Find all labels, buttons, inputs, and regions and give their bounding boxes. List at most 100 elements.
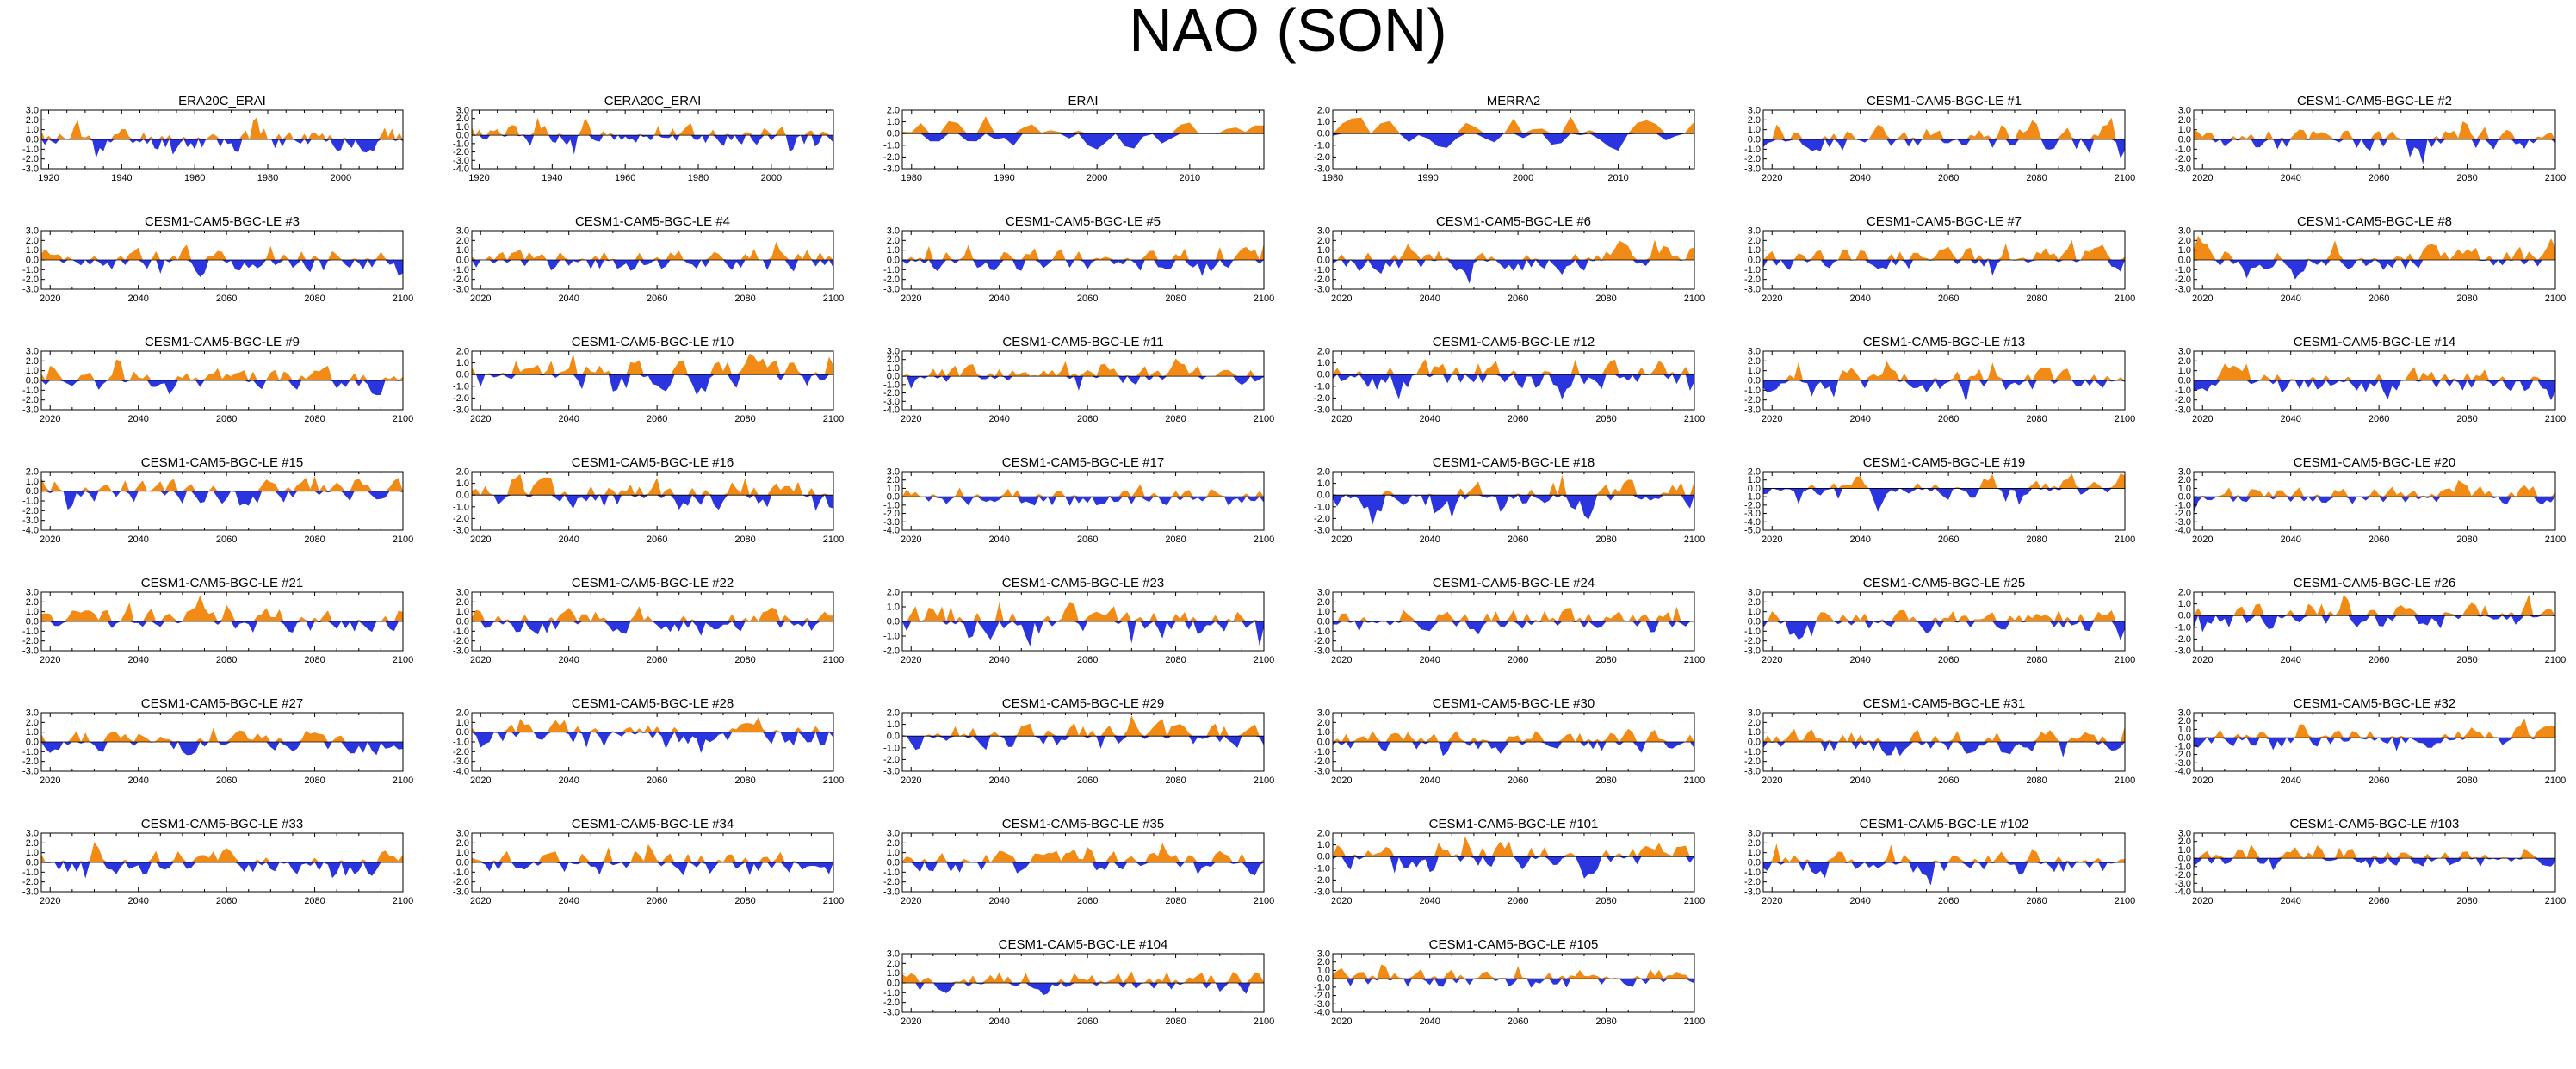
x-tick-label: 2060 [1508,294,1528,304]
positive-area [1333,964,1694,979]
y-tick-label: 0.0 [1317,852,1330,862]
plot-frame [2193,471,2556,531]
negative-area [41,621,403,633]
x-tick-label: 1940 [111,173,132,183]
positive-area [1763,473,2125,489]
x-tick-label: 2100 [2545,414,2566,424]
x-tick-label: 2040 [558,534,579,545]
y-tick-label: -3.0 [22,405,39,416]
y-tick-label: -3.0 [883,887,900,898]
x-tick-label: 2100 [2545,896,2566,906]
y-tick-label: -3.0 [1744,509,1761,519]
y-tick-label: -2.0 [22,395,39,405]
y-tick-label: 0.0 [887,732,900,742]
y-tick-label: 2.0 [26,467,39,478]
y-tick-label: 3.0 [887,347,900,357]
x-tick-label: 2100 [823,655,844,665]
positive-area [2194,594,2555,616]
negative-area [41,742,403,756]
y-tick-label: 3.0 [2178,708,2191,719]
y-tick-label: 3.0 [1317,708,1330,719]
y-tick-label: 1.0 [1748,125,1761,135]
chart-panel: CESM1-CAM5-BGC-LE #35 3.0 2.0 1.0 0.0 -1.0 -2.… [868,818,1281,911]
y-tick-label: -1.0 [883,868,900,878]
positive-area [41,117,403,139]
y-tick-label: 3.0 [1748,226,1761,237]
chart-panel: CESM1-CAM5-BGC-LE #5 3.0 2.0 1.0 0.0 -1.0 -2.0… [868,215,1281,308]
y-tick-label: 2.0 [2178,115,2191,126]
panel-title: CESM1-CAM5-BGC-LE #3 [144,214,300,229]
x-tick-label: 2100 [1254,775,1274,786]
y-tick-label: 1.0 [2178,484,2191,494]
x-tick-label: 2020 [470,414,491,424]
x-tick-label: 2080 [2456,655,2477,665]
y-tick-label: 0.0 [1748,135,1761,145]
negative-area [1763,260,2125,276]
x-tick-label: 2060 [1077,534,1098,545]
positive-area [2194,718,2555,738]
chart-panel: CESM1-CAM5-BGC-LE #1 3.0 2.0 1.0 0.0 -1.0 -2.0… [1729,95,2142,188]
chart-panel: CESM1-CAM5-BGC-LE #30 3.0 2.0 1.0 0.0 -1.0 -2.… [1298,697,1712,790]
x-tick-label: 2080 [1165,775,1186,786]
x-tick-label: 2100 [823,775,844,786]
x-tick-label: 2060 [647,414,667,424]
x-tick-label: 2060 [1077,775,1098,786]
x-tick-label: 2060 [1938,896,1959,906]
x-tick-label: 2060 [647,655,667,665]
y-tick-label: 3.0 [2178,226,2191,237]
chart-panel: CESM1-CAM5-BGC-LE #24 3.0 2.0 1.0 0.0 -1.0 -2.… [1298,577,1712,670]
x-tick-label: 2100 [1684,534,1705,545]
negative-area [1333,495,1694,525]
x-tick-label: 2040 [2280,534,2300,545]
y-tick-label: 2.0 [887,708,900,719]
y-tick-label: 3.0 [26,226,39,237]
x-tick-label: 2040 [2280,775,2300,786]
chart-panel: CERA20C_ERAI 3.0 2.0 1.0 0.0 -1.0 -2.0 -3.0 -4.0… [437,95,851,188]
x-tick-label: 2100 [1254,655,1274,665]
panel-title: CESM1-CAM5-BGC-LE #34 [571,817,734,831]
x-tick-label: 2060 [1508,1016,1528,1027]
y-tick-label: -2.0 [1744,275,1761,285]
y-tick-label: -2.0 [883,646,900,657]
negative-area [41,139,403,158]
plot-frame [1332,109,1695,170]
x-tick-label: 2020 [40,896,60,906]
x-tick-label: 2100 [393,534,413,545]
y-tick-label: 3.0 [456,588,469,598]
y-tick-label: 2.0 [1748,356,1761,367]
y-tick-label: -2.0 [883,998,900,1008]
x-tick-label: 2040 [988,414,1009,424]
y-tick-label: -1.0 [22,497,39,507]
positive-area [902,358,1264,377]
x-tick-label: 2020 [470,896,491,906]
y-tick-label: 3.0 [1748,347,1761,357]
y-tick-label: -3.0 [883,517,900,528]
y-tick-label: 0.0 [456,131,469,141]
x-tick-label: 2100 [1684,414,1705,424]
negative-area [902,497,1264,506]
y-tick-label: 2.0 [26,718,39,728]
y-tick-label: -1.0 [1744,627,1761,637]
x-tick-label: 1980 [688,173,709,183]
y-tick-label: -3.0 [2175,758,2191,769]
y-tick-label: -3.0 [883,1008,900,1018]
x-tick-label: 2000 [1087,173,1107,183]
panel-title: CESM1-CAM5-BGC-LE #2 [2296,94,2453,108]
panel-title: CESM1-CAM5-BGC-LE #31 [1862,696,2026,711]
positive-area [41,476,403,491]
y-tick-label: 3.0 [1748,829,1761,839]
x-tick-label: 2080 [2026,414,2047,424]
panel-title: CESM1-CAM5-BGC-LE #11 [1002,335,1164,349]
positive-area [1763,843,2125,862]
y-tick-label: 0.0 [26,135,39,145]
x-tick-label: 2040 [558,896,579,906]
y-tick-label: 1.0 [26,607,39,617]
x-tick-label: 1990 [994,173,1014,183]
x-tick-label: 2040 [1419,655,1440,665]
negative-area [2194,858,2555,871]
x-tick-label: 2100 [823,414,844,424]
